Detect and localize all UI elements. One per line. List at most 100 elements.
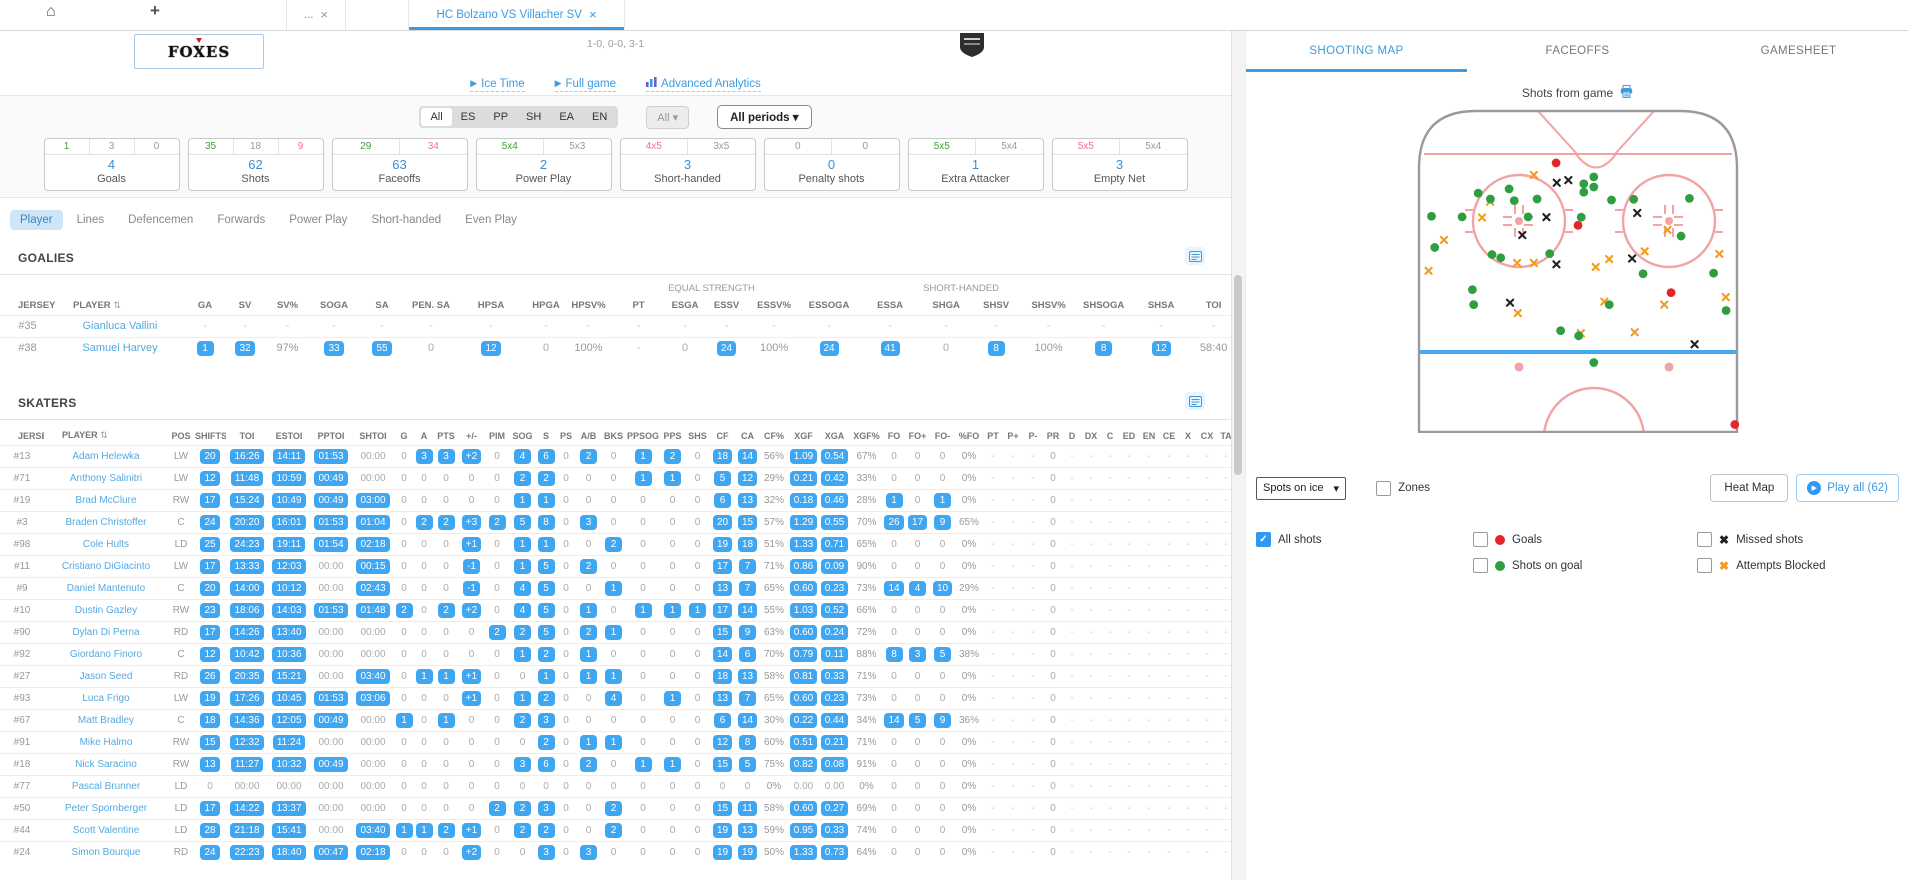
missed-shot-marker[interactable]	[1517, 230, 1526, 240]
column-header-pts[interactable]: PTS	[437, 430, 455, 441]
player-link[interactable]: Braden Christoffer	[65, 517, 147, 528]
legend-checkbox[interactable]	[1473, 532, 1488, 547]
shot-on-goal-marker[interactable]	[1628, 194, 1638, 204]
column-header-pps[interactable]: PPS	[663, 430, 682, 441]
view-tab-even-play[interactable]: Even Play	[465, 214, 517, 226]
shot-on-goal-marker[interactable]	[1468, 300, 1478, 310]
map-tab-faceoffs[interactable]: FACEOFFS	[1545, 45, 1610, 57]
shot-on-goal-marker[interactable]	[1606, 195, 1616, 205]
column-header-essv[interactable]: ESSV	[713, 300, 740, 311]
export-table-icon[interactable]	[1185, 247, 1205, 265]
view-tab-short-handed[interactable]: Short-handed	[371, 214, 442, 226]
player-link[interactable]: Giordano Finoro	[69, 649, 143, 660]
link-ice-time[interactable]: ▶ Ice Time	[470, 77, 525, 92]
column-header-c[interactable]: C	[1106, 430, 1114, 441]
column-header-essa[interactable]: ESSA	[877, 300, 904, 311]
column-header-jersey[interactable]: JERSEY	[18, 300, 55, 311]
shot-on-goal-marker[interactable]	[1576, 212, 1586, 222]
map-tab-shooting-map[interactable]: SHOOTING MAP	[1246, 30, 1467, 72]
player-link[interactable]: Luca Frigo	[82, 693, 130, 704]
view-tab-lines[interactable]: Lines	[76, 214, 105, 226]
legend-item-attempts-blocked[interactable]: ✖ Attempts Blocked	[1697, 558, 1899, 573]
home-icon[interactable]: ⌂	[46, 3, 56, 20]
column-header-sog[interactable]: SOG	[512, 430, 533, 441]
column-header-shifts[interactable]: SHIFTS	[195, 430, 226, 441]
column-header-cf[interactable]: CF	[716, 430, 729, 441]
column-header-estoi[interactable]: ESTOI	[275, 430, 303, 441]
column-header-hpga[interactable]: HPGA	[532, 300, 560, 311]
strength-option-es[interactable]: ES	[460, 111, 476, 123]
column-header-shsoga[interactable]: SHSOGA	[1083, 300, 1125, 311]
column-header-hpsa[interactable]: HPSA	[477, 300, 505, 311]
shot-on-goal-marker[interactable]	[1708, 268, 1718, 278]
player-link[interactable]: Dylan Di Perna	[72, 627, 140, 638]
column-header-ab[interactable]: A/B	[580, 430, 597, 441]
shot-on-goal-marker[interactable]	[1555, 326, 1565, 336]
column-header-toi[interactable]: TOI	[239, 430, 255, 441]
column-header-cx[interactable]: CX	[1200, 430, 1214, 441]
missed-shot-marker[interactable]	[1689, 340, 1699, 349]
player-link[interactable]: Pascal Brunner	[71, 781, 141, 792]
player-link[interactable]: Peter Spornberger	[64, 803, 148, 814]
shot-on-goal-marker[interactable]	[1588, 358, 1598, 367]
column-header-pt[interactable]: PT	[987, 430, 999, 441]
shot-on-goal-marker[interactable]	[1573, 331, 1583, 341]
tab-close-icon[interactable]: ×	[320, 7, 329, 22]
shot-on-goal-marker[interactable]	[1485, 194, 1495, 204]
column-header-sv%[interactable]: SV%	[276, 300, 299, 311]
heat-map-button[interactable]: Heat Map	[1710, 474, 1789, 502]
column-header-fo-[interactable]: FO-	[934, 430, 951, 441]
shot-on-goal-marker[interactable]	[1467, 285, 1477, 295]
column-header-soga[interactable]: SOGA	[320, 300, 348, 311]
blocked-shot-marker[interactable]	[1439, 235, 1448, 245]
strength-option-sh[interactable]: SH	[526, 111, 542, 123]
zones-toggle[interactable]: Zones	[1376, 480, 1430, 496]
player-link[interactable]: Simon Bourque	[71, 847, 141, 858]
shot-on-goal-marker[interactable]	[1684, 193, 1694, 203]
browser-tab-active[interactable]: HC Bolzano VS Villacher SV ×	[408, 0, 625, 30]
player-link[interactable]: Daniel Mantenuto	[66, 583, 146, 594]
view-tab-defencemen[interactable]: Defencemen	[128, 214, 194, 226]
column-header-sv[interactable]: SV	[238, 300, 252, 311]
goal-marker[interactable]	[1729, 420, 1739, 429]
column-header-pr[interactable]: PR	[1046, 430, 1060, 441]
shot-on-goal-marker[interactable]	[1426, 211, 1436, 221]
column-header-shsa[interactable]: SHSA	[1147, 300, 1175, 311]
shot-on-goal-marker[interactable]	[1588, 172, 1598, 182]
shot-on-goal-marker[interactable]	[1457, 212, 1466, 222]
strength-option-ea[interactable]: EA	[559, 111, 575, 123]
column-header-cf%[interactable]: CF%	[764, 430, 784, 441]
column-header-pptoi[interactable]: PPTOI	[317, 430, 345, 441]
shot-on-goal-marker[interactable]	[1588, 182, 1598, 192]
shot-on-goal-marker[interactable]	[1504, 184, 1513, 194]
column-header-ca[interactable]: CA	[741, 430, 754, 441]
player-link[interactable]: Gianluca Vallini	[82, 320, 158, 332]
shot-on-goal-marker[interactable]	[1473, 188, 1483, 198]
column-header-esga[interactable]: ESGA	[671, 300, 699, 311]
blocked-shot-marker[interactable]	[1721, 293, 1730, 302]
column-header-x[interactable]: X	[1184, 430, 1191, 441]
player-link[interactable]: Scott Valentine	[72, 825, 140, 836]
goal-marker[interactable]	[1551, 158, 1561, 168]
column-header-hpsv%[interactable]: HPSV%	[571, 300, 606, 311]
shot-on-goal-marker[interactable]	[1487, 250, 1496, 259]
blocked-shot-marker[interactable]	[1630, 328, 1639, 337]
column-header-shtoi[interactable]: SHTOI	[359, 430, 387, 441]
blocked-shot-marker[interactable]	[1477, 213, 1486, 222]
column-header-pt[interactable]: PT	[632, 300, 645, 311]
blocked-shot-marker[interactable]	[1513, 308, 1522, 318]
blocked-shot-marker[interactable]	[1662, 225, 1672, 235]
column-header-g[interactable]: G	[400, 430, 408, 441]
link-advanced-analytics[interactable]: Advanced Analytics	[646, 77, 761, 92]
column-header-fo[interactable]: FO	[887, 430, 901, 441]
blocked-shot-marker[interactable]	[1529, 258, 1538, 268]
missed-shot-marker[interactable]	[1541, 213, 1551, 222]
column-header-dx[interactable]: DX	[1084, 430, 1098, 441]
shot-on-goal-marker[interactable]	[1638, 269, 1647, 279]
blocked-shot-marker[interactable]	[1529, 170, 1538, 180]
legend-item-missed-shots[interactable]: ✖ Missed shots	[1697, 532, 1899, 547]
view-tab-forwards[interactable]: Forwards	[217, 214, 266, 226]
tab-close-icon[interactable]: ×	[588, 7, 597, 22]
column-header-ppsog[interactable]: PPSOG	[627, 430, 660, 441]
view-tab-player[interactable]: Player	[10, 210, 63, 230]
